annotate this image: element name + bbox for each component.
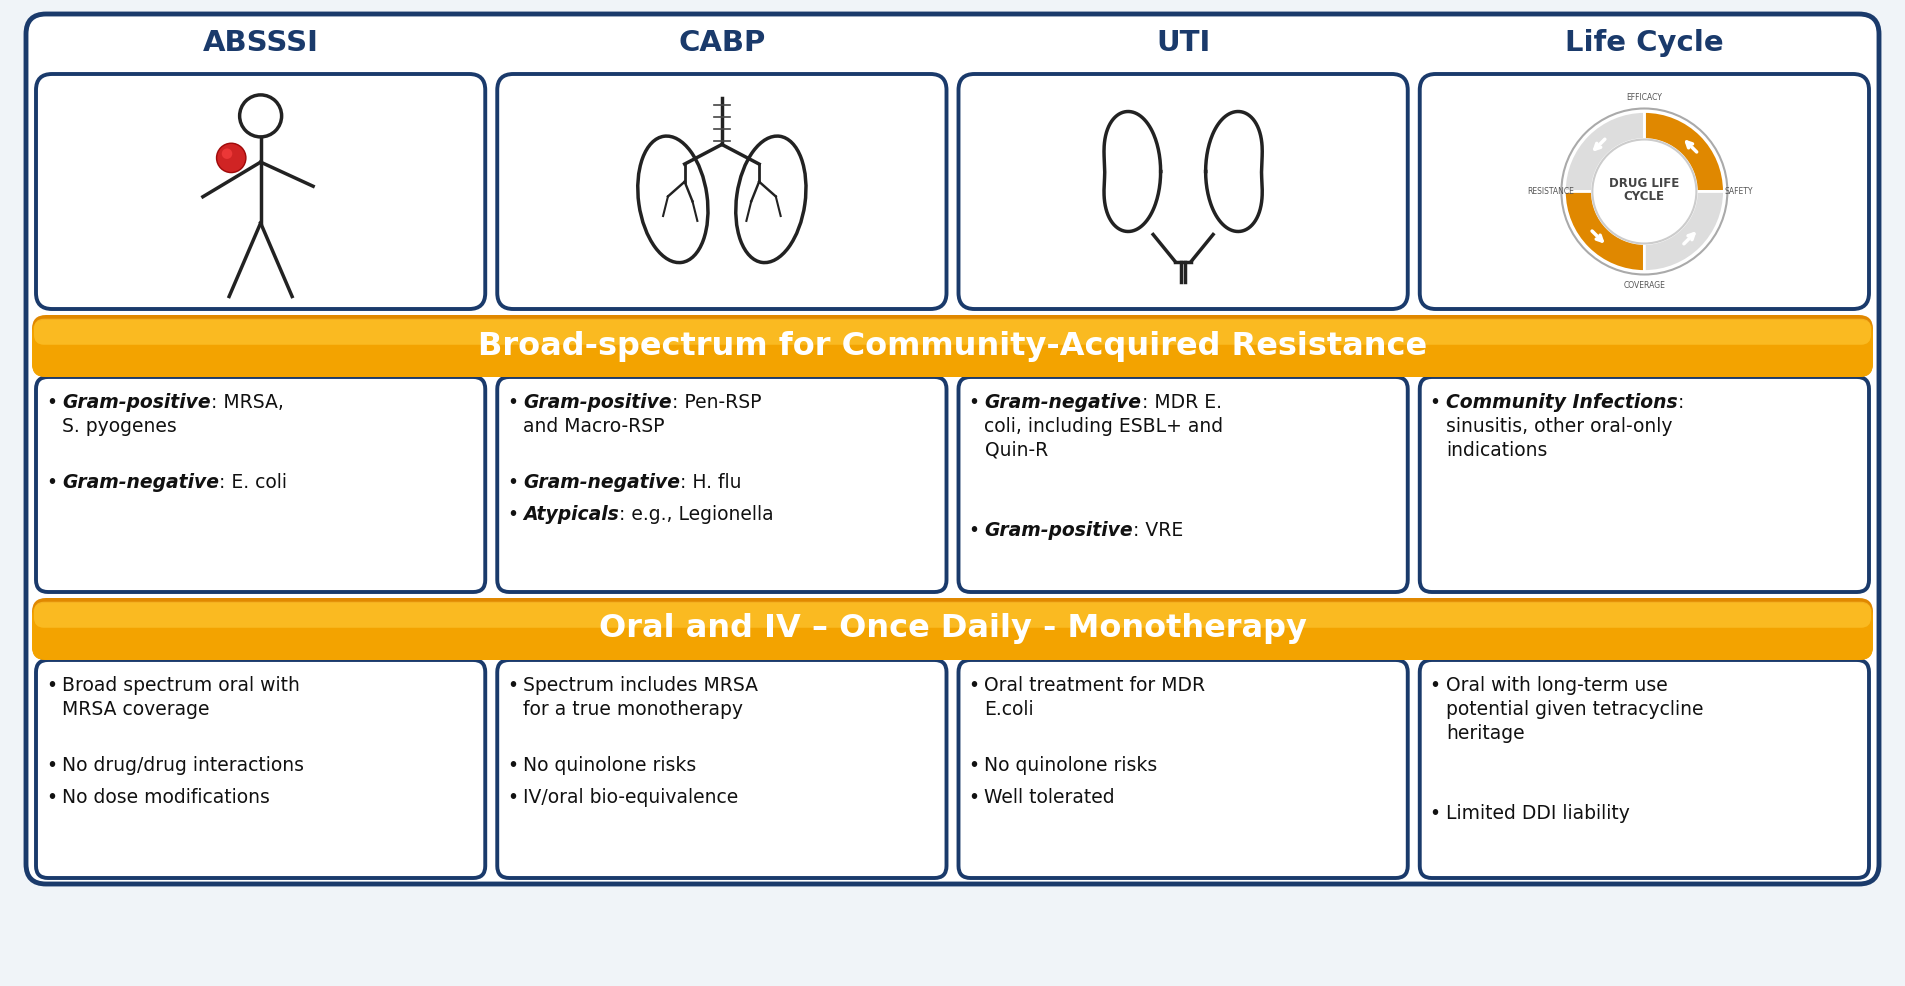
FancyBboxPatch shape <box>958 74 1408 309</box>
FancyBboxPatch shape <box>497 377 947 592</box>
Text: Gram-positive: Gram-positive <box>63 393 211 412</box>
Text: DRUG LIFE: DRUG LIFE <box>1610 177 1680 190</box>
FancyBboxPatch shape <box>958 377 1408 592</box>
FancyBboxPatch shape <box>34 318 1871 345</box>
Text: EFFICACY: EFFICACY <box>1627 93 1663 102</box>
Text: No quinolone risks: No quinolone risks <box>985 756 1158 775</box>
Text: Atypicals: Atypicals <box>524 505 619 524</box>
Text: No dose modifications: No dose modifications <box>63 788 271 807</box>
Text: •: • <box>968 393 979 412</box>
FancyBboxPatch shape <box>36 74 486 309</box>
Text: Limited DDI liability: Limited DDI liability <box>1446 804 1629 823</box>
Text: Quin-R: Quin-R <box>985 441 1048 460</box>
Text: •: • <box>1431 393 1440 412</box>
Text: coli, including ESBL+ and: coli, including ESBL+ and <box>985 417 1223 436</box>
Text: •: • <box>46 676 57 695</box>
Text: •: • <box>46 393 57 412</box>
Text: S. pyogenes: S. pyogenes <box>63 417 177 436</box>
Text: : e.g., Legionella: : e.g., Legionella <box>619 505 773 524</box>
FancyBboxPatch shape <box>36 660 486 878</box>
Text: sinusitis, other oral-only: sinusitis, other oral-only <box>1446 417 1673 436</box>
Text: Gram-negative: Gram-negative <box>63 473 219 492</box>
Text: UTI: UTI <box>1156 29 1210 57</box>
Text: •: • <box>507 473 518 492</box>
Text: : MDR E.: : MDR E. <box>1141 393 1221 412</box>
FancyBboxPatch shape <box>1419 660 1869 878</box>
Wedge shape <box>1644 191 1724 271</box>
FancyBboxPatch shape <box>958 660 1408 878</box>
Text: Broad-spectrum for Community-Acquired Resistance: Broad-spectrum for Community-Acquired Re… <box>478 330 1427 362</box>
Text: Life Cycle: Life Cycle <box>1566 29 1724 57</box>
Text: No drug/drug interactions: No drug/drug interactions <box>63 756 305 775</box>
Text: and Macro-RSP: and Macro-RSP <box>524 417 665 436</box>
FancyBboxPatch shape <box>32 315 1873 377</box>
Text: •: • <box>46 788 57 807</box>
Text: •: • <box>46 756 57 775</box>
Text: E.coli: E.coli <box>985 700 1034 719</box>
Text: Oral and IV – Once Daily - Monotherapy: Oral and IV – Once Daily - Monotherapy <box>598 613 1307 645</box>
Wedge shape <box>1644 111 1724 191</box>
FancyBboxPatch shape <box>32 320 1873 377</box>
Text: : H. flu: : H. flu <box>680 473 741 492</box>
FancyBboxPatch shape <box>32 603 1873 660</box>
FancyBboxPatch shape <box>497 660 947 878</box>
Text: •: • <box>968 521 979 540</box>
FancyBboxPatch shape <box>32 598 1873 660</box>
FancyBboxPatch shape <box>497 74 947 309</box>
Text: CYCLE: CYCLE <box>1623 190 1665 203</box>
Wedge shape <box>1564 191 1644 271</box>
Text: SAFETY: SAFETY <box>1724 187 1753 196</box>
Text: •: • <box>507 393 518 412</box>
Text: MRSA coverage: MRSA coverage <box>63 700 210 719</box>
Text: Oral treatment for MDR: Oral treatment for MDR <box>985 676 1206 695</box>
Circle shape <box>221 149 232 159</box>
Text: •: • <box>507 676 518 695</box>
Text: •: • <box>1431 676 1440 695</box>
Text: : VRE: : VRE <box>1133 521 1183 540</box>
Text: :: : <box>1678 393 1684 412</box>
Text: indications: indications <box>1446 441 1547 460</box>
Text: Gram-positive: Gram-positive <box>985 521 1133 540</box>
Text: : Pen-RSP: : Pen-RSP <box>672 393 762 412</box>
FancyBboxPatch shape <box>1419 74 1869 309</box>
Wedge shape <box>1564 111 1644 191</box>
Text: Gram-negative: Gram-negative <box>524 473 680 492</box>
Text: •: • <box>507 756 518 775</box>
Text: Gram-negative: Gram-negative <box>985 393 1141 412</box>
Text: heritage: heritage <box>1446 724 1524 743</box>
Circle shape <box>1593 139 1695 244</box>
Text: •: • <box>968 756 979 775</box>
FancyBboxPatch shape <box>34 601 1871 628</box>
Text: : E. coli: : E. coli <box>219 473 288 492</box>
Text: : MRSA,: : MRSA, <box>211 393 284 412</box>
Text: •: • <box>968 676 979 695</box>
Text: for a true monotherapy: for a true monotherapy <box>524 700 743 719</box>
Text: •: • <box>507 788 518 807</box>
Text: •: • <box>1431 804 1440 823</box>
Text: •: • <box>507 505 518 524</box>
Text: Broad spectrum oral with: Broad spectrum oral with <box>63 676 299 695</box>
Text: RESISTANCE: RESISTANCE <box>1528 187 1574 196</box>
Text: •: • <box>46 473 57 492</box>
Text: Spectrum includes MRSA: Spectrum includes MRSA <box>524 676 758 695</box>
Text: No quinolone risks: No quinolone risks <box>524 756 697 775</box>
Circle shape <box>217 143 246 173</box>
Text: Oral with long-term use: Oral with long-term use <box>1446 676 1667 695</box>
Text: •: • <box>968 788 979 807</box>
Text: CABP: CABP <box>678 29 766 57</box>
Text: COVERAGE: COVERAGE <box>1623 281 1665 290</box>
Text: Gram-positive: Gram-positive <box>524 393 672 412</box>
FancyBboxPatch shape <box>36 377 486 592</box>
Text: IV/oral bio-equivalence: IV/oral bio-equivalence <box>524 788 739 807</box>
Text: potential given tetracycline: potential given tetracycline <box>1446 700 1703 719</box>
Text: ABSSSI: ABSSSI <box>202 29 318 57</box>
Text: Well tolerated: Well tolerated <box>985 788 1114 807</box>
FancyBboxPatch shape <box>1419 377 1869 592</box>
Text: Community Infections: Community Infections <box>1446 393 1678 412</box>
FancyBboxPatch shape <box>27 14 1878 884</box>
